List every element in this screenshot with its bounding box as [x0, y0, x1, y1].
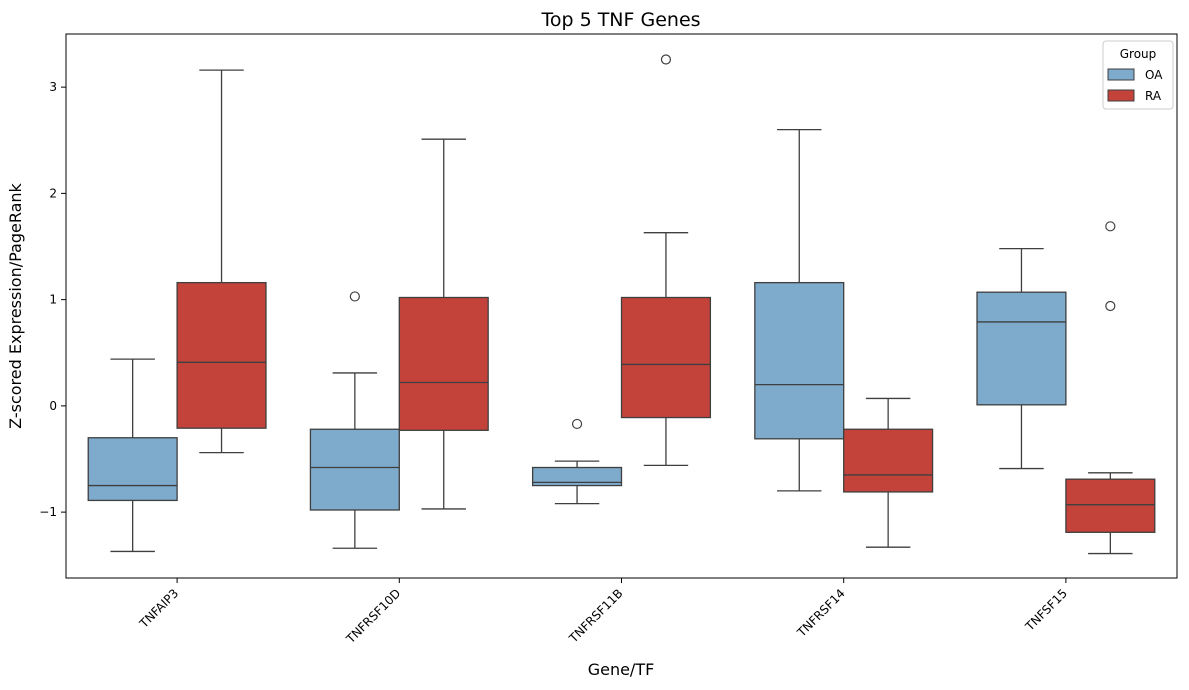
- y-tick-label-4: 3: [49, 80, 57, 94]
- box-iqr: [754, 281, 845, 440]
- y-axis-title: Z-scored Expression/PageRank: [6, 182, 25, 428]
- box-OA-TNFRSF10D: [309, 291, 400, 549]
- box-OA-TNFSF15: [976, 247, 1067, 470]
- box-iqr: [398, 296, 489, 431]
- legend-label-RA: RA: [1145, 89, 1162, 103]
- box-RA-TNFRSF11B: [620, 54, 712, 467]
- legend-title: Group: [1120, 47, 1157, 61]
- x-tick-label-2: TNFRSF11B: [566, 586, 626, 646]
- outlier-1: [1105, 221, 1116, 232]
- box-iqr: [87, 437, 178, 502]
- legend: Group OA RA: [1102, 40, 1174, 110]
- box-iqr: [1065, 478, 1156, 533]
- box-OA-TNFRSF11B: [531, 418, 623, 505]
- legend-swatch-RA: [1107, 89, 1135, 102]
- outlier-0: [1105, 300, 1116, 312]
- x-tick-label-1: TNFRSF10D: [343, 586, 404, 647]
- box-iqr: [531, 466, 623, 487]
- chart-title: Top 5 TNF Genes: [540, 9, 700, 31]
- outlier-0: [571, 418, 583, 430]
- box-iqr: [976, 291, 1067, 406]
- box-iqr: [843, 428, 934, 493]
- box-RA-TNFRSF14: [843, 397, 934, 548]
- legend-swatch-OA: [1107, 68, 1135, 81]
- y-tick-label-2: 1: [49, 293, 57, 307]
- legend-label-OA: OA: [1145, 68, 1163, 82]
- y-tick-label-1: 0: [49, 399, 57, 413]
- box-RA-TNFAIP3: [176, 69, 267, 454]
- y-tick-label-0: −1: [39, 505, 57, 519]
- x-tick-label-4: TNFSF15: [1022, 586, 1070, 634]
- x-axis-title: Gene/TF: [588, 660, 655, 679]
- box-RA-TNFRSF10D: [398, 138, 489, 510]
- box-iqr: [620, 296, 712, 419]
- box-RA-TNFSF15: [1065, 221, 1156, 555]
- box-OA-TNFRSF14: [754, 128, 845, 492]
- outlier-0: [349, 291, 360, 302]
- outlier-0: [660, 54, 672, 65]
- x-tick-label-3: TNFRSF14: [794, 586, 848, 640]
- x-tick-label-0: TNFAIP3: [136, 586, 181, 631]
- y-tick-label-3: 2: [49, 186, 57, 200]
- plot-frame: [65, 33, 1178, 579]
- box-iqr: [176, 281, 267, 429]
- plot-area: −1 0 1 2 3 TNFAIP3 TNFRSF10D TNFRSF11B TNFRSF14 T…: [39, 33, 1178, 647]
- box-iqr: [309, 428, 400, 511]
- box-OA-TNFAIP3: [87, 358, 178, 553]
